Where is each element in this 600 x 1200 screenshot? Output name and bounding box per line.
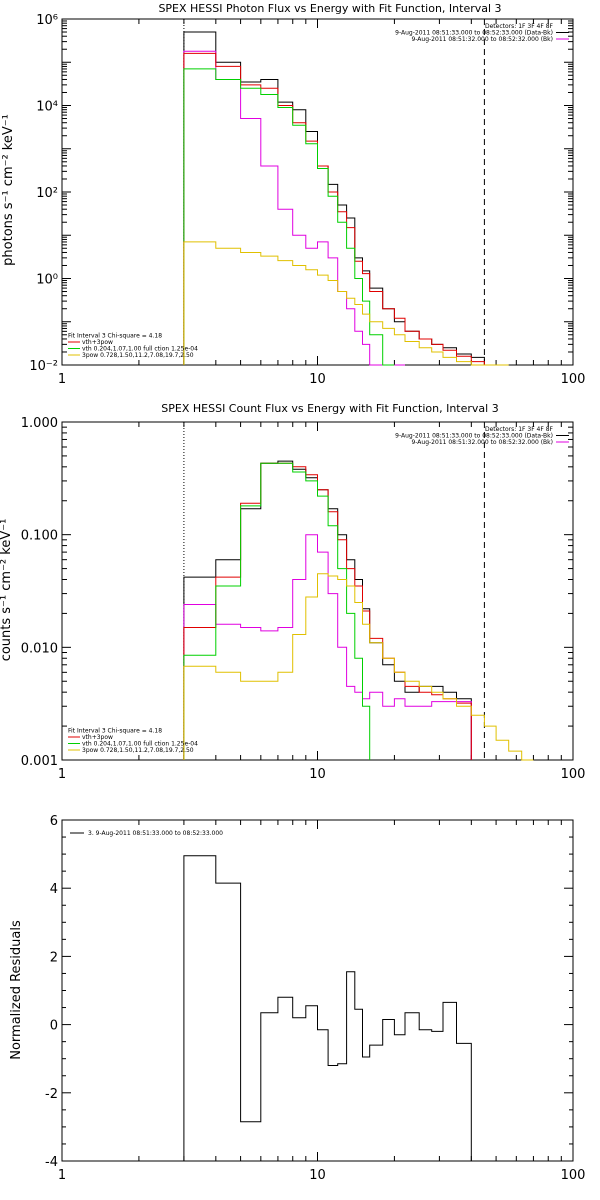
series-line xyxy=(183,462,472,760)
legend-entry: Detectors: 1F 3F 4F 8F xyxy=(485,426,554,433)
y-tick-label: -2 xyxy=(45,1087,58,1102)
y-tick-label: 10² xyxy=(36,186,58,201)
y-tick-label: 4 xyxy=(50,882,58,897)
legend-entry: 3pow 0.728,1.50,11.2,7.08,19.7,2.50 xyxy=(82,747,194,754)
series-line xyxy=(183,855,472,1161)
series-line xyxy=(183,460,472,760)
x-tick-label: 1 xyxy=(58,372,66,387)
residuals-panel: Normalized Residuals 1 10 100 -4 -2 0 2 4 6 3. 9-… xyxy=(9,814,585,1183)
series-line xyxy=(183,241,509,366)
y-tick-label: 10⁶ xyxy=(36,13,58,28)
y-tick-label: 10⁰ xyxy=(36,273,58,288)
photon-flux-panel: SPEX HESSI Photon Flux vs Energy with Fi… xyxy=(1,2,585,387)
legend-entry: vth+3pow xyxy=(82,734,113,741)
legend-entry: 9-Aug-2011 08:51:33.000 to 08:52:33.000 … xyxy=(395,30,553,37)
legend-entry: vth 0.204,1.07,1.00 full ction 1.25e-04 xyxy=(82,346,198,353)
series-line xyxy=(183,462,371,760)
chart-title: SPEX HESSI Photon Flux vs Energy with Fi… xyxy=(158,2,501,15)
legend-entry: 3pow 0.728,1.50,11.2,7.08,19.7,2.50 xyxy=(82,352,194,359)
legend-entry: 3. 9-Aug-2011 08:51:33.000 to 08:52:33.0… xyxy=(88,830,223,837)
y-tick-label: 0.001 xyxy=(21,754,58,769)
series-line xyxy=(183,50,405,366)
series-line xyxy=(183,52,485,365)
plot-frame xyxy=(61,18,574,366)
series-line xyxy=(183,573,534,761)
count-flux-panel: SPEX HESSI Count Flux vs Energy with Fit… xyxy=(0,402,585,782)
y-axis-label: counts s⁻¹ cm⁻² keV⁻¹ xyxy=(0,519,14,662)
plot-frame xyxy=(61,819,574,1162)
y-tick-label: 0.010 xyxy=(21,641,58,656)
y-tick-label: 1.000 xyxy=(21,416,58,431)
legend-entry: Fit Interval 3 Chi-square = 4.18 xyxy=(68,728,162,735)
y-tick-label: 10⁴ xyxy=(36,100,58,115)
series-line xyxy=(183,68,395,366)
x-tick-label: 1 xyxy=(58,1168,66,1183)
y-tick-label: 0 xyxy=(50,1019,58,1034)
legend-entry: 9-Aug-2011 08:51:33.000 to 08:52:33.000 … xyxy=(395,433,553,440)
y-tick-label: 6 xyxy=(50,814,58,829)
x-tick-label: 10 xyxy=(309,767,326,782)
y-tick-label: -4 xyxy=(45,1155,58,1170)
legend-entry: Fit Interval 3 Chi-square = 4.18 xyxy=(68,333,162,340)
y-axis-label: photons s⁻¹ cm⁻² keV⁻¹ xyxy=(1,114,16,266)
y-tick-label: 0.100 xyxy=(21,529,58,544)
legend-entry: vth 0.204,1.07,1.00 full ction 1.25e-04 xyxy=(82,741,198,748)
x-tick-label: 100 xyxy=(561,1168,586,1183)
series-line xyxy=(183,31,485,365)
legend-entry: Detectors: 1F 3F 4F 8F xyxy=(485,23,554,30)
x-tick-label: 1 xyxy=(58,767,66,782)
x-tick-label: 100 xyxy=(561,372,586,387)
legend-entry: 9-Aug-2011 08:51:32.000 to 08:52:32.000 … xyxy=(411,36,553,43)
x-tick-label: 10 xyxy=(309,372,326,387)
legend-entry: 9-Aug-2011 08:51:32.000 to 08:52:32.000 … xyxy=(411,439,553,446)
y-tick-label: 10⁻² xyxy=(29,359,58,374)
y-axis-label: Normalized Residuals xyxy=(9,920,24,1060)
y-tick-label: 2 xyxy=(50,950,58,965)
x-tick-label: 10 xyxy=(309,1168,326,1183)
legend-entry: vth+3pow xyxy=(82,339,113,346)
chart-title: SPEX HESSI Count Flux vs Energy with Fit… xyxy=(161,402,498,415)
series-line xyxy=(183,534,472,760)
x-tick-label: 100 xyxy=(561,767,586,782)
